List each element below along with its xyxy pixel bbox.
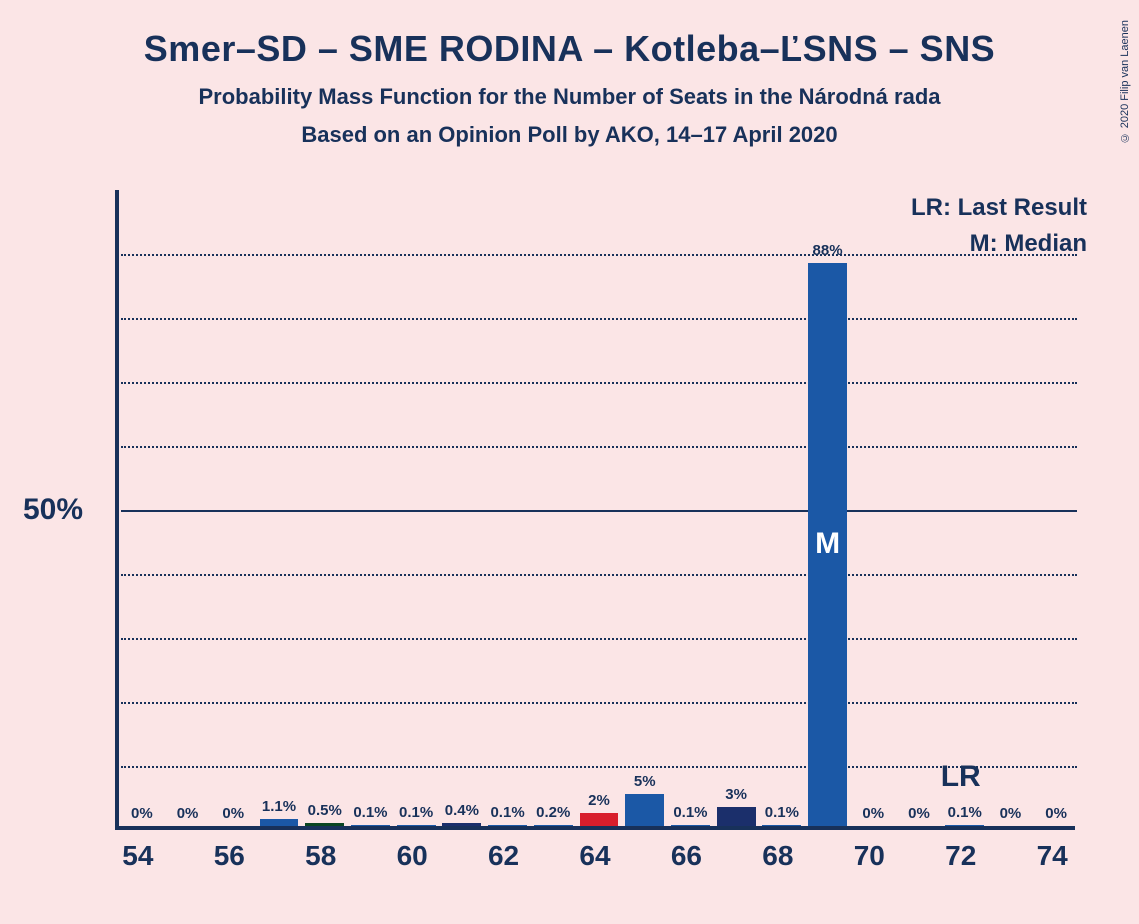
median-label: M [815, 527, 840, 561]
bar-value-label: 3% [725, 786, 747, 803]
bar-value-label: 0.2% [536, 804, 570, 821]
x-tick-label: 56 [214, 840, 245, 872]
bar-value-label: 0.1% [765, 804, 799, 821]
bar-value-label: 1.1% [262, 798, 296, 815]
x-tick-label: 64 [579, 840, 610, 872]
copyright-text: © 2020 Filip van Laenen [1119, 20, 1131, 143]
chart-subtitle-2: Based on an Opinion Poll by AKO, 14–17 A… [0, 122, 1139, 148]
bar-value-label: 0.5% [308, 802, 342, 819]
bar: 0.2% [534, 825, 573, 826]
bar-value-label: 88% [813, 242, 843, 259]
x-tick-label: 66 [671, 840, 702, 872]
bar-value-label: 0% [862, 805, 884, 822]
plot-area: 0% 0% 0% 1.1% 0.5% 0.1% 0.1% 0.4% 0.1% 0.2% 2% 5% 0.… [115, 190, 1075, 830]
bar-value-label: 2% [588, 792, 610, 809]
bar-value-label: 0.1% [490, 804, 524, 821]
bar-value-label: 0.1% [353, 804, 387, 821]
bar: 3% [717, 807, 756, 826]
bar-value-label: 5% [634, 773, 656, 790]
bar: 0.4% [442, 823, 481, 826]
bar: 0.1% [762, 825, 801, 826]
bar-value-label: 0.1% [399, 804, 433, 821]
x-tick-label: 72 [945, 840, 976, 872]
x-tick-label: 54 [122, 840, 153, 872]
bar: 5% [625, 794, 664, 826]
bar-value-label: 0% [177, 805, 199, 822]
bar: 0.1% [488, 825, 527, 826]
x-tick-label: 58 [305, 840, 336, 872]
x-tick-label: 62 [488, 840, 519, 872]
x-tick-label: 70 [854, 840, 885, 872]
x-tick-label: 74 [1037, 840, 1068, 872]
bar-value-label: 0.1% [948, 804, 982, 821]
bar: 0.1% [671, 825, 710, 826]
bar: 1.1% [260, 819, 299, 826]
bars-container: 0% 0% 0% 1.1% 0.5% 0.1% 0.1% 0.4% 0.1% 0.2% 2% 5% 0.… [119, 186, 1079, 826]
chart-title: Smer–SD – SME RODINA – Kotleba–ĽSNS – SN… [0, 0, 1139, 70]
bar: 0.1% [351, 825, 390, 826]
bar-value-label: 0.1% [673, 804, 707, 821]
bar-value-label: 0% [1045, 805, 1067, 822]
bar-value-label: 0% [222, 805, 244, 822]
bar-value-label: 0.4% [445, 802, 479, 819]
bar: 0.1% [397, 825, 436, 826]
bar: 88%M [808, 263, 847, 826]
lr-marker: LR [941, 760, 981, 794]
bar-value-label: 0% [908, 805, 930, 822]
x-tick-label: 68 [762, 840, 793, 872]
chart-area: LR: Last Result M: Median 0%0%0%1.1%0.5%… [115, 190, 1105, 830]
bar: 0.1% [945, 825, 984, 826]
bar: 2% [580, 813, 619, 826]
chart-subtitle: Probability Mass Function for the Number… [0, 84, 1139, 110]
bar-value-label: 0% [1000, 805, 1022, 822]
bar-value-label: 0% [131, 805, 153, 822]
y-axis-label: 50% [23, 493, 83, 527]
bar: 0.5% [305, 823, 344, 826]
x-tick-label: 60 [397, 840, 428, 872]
